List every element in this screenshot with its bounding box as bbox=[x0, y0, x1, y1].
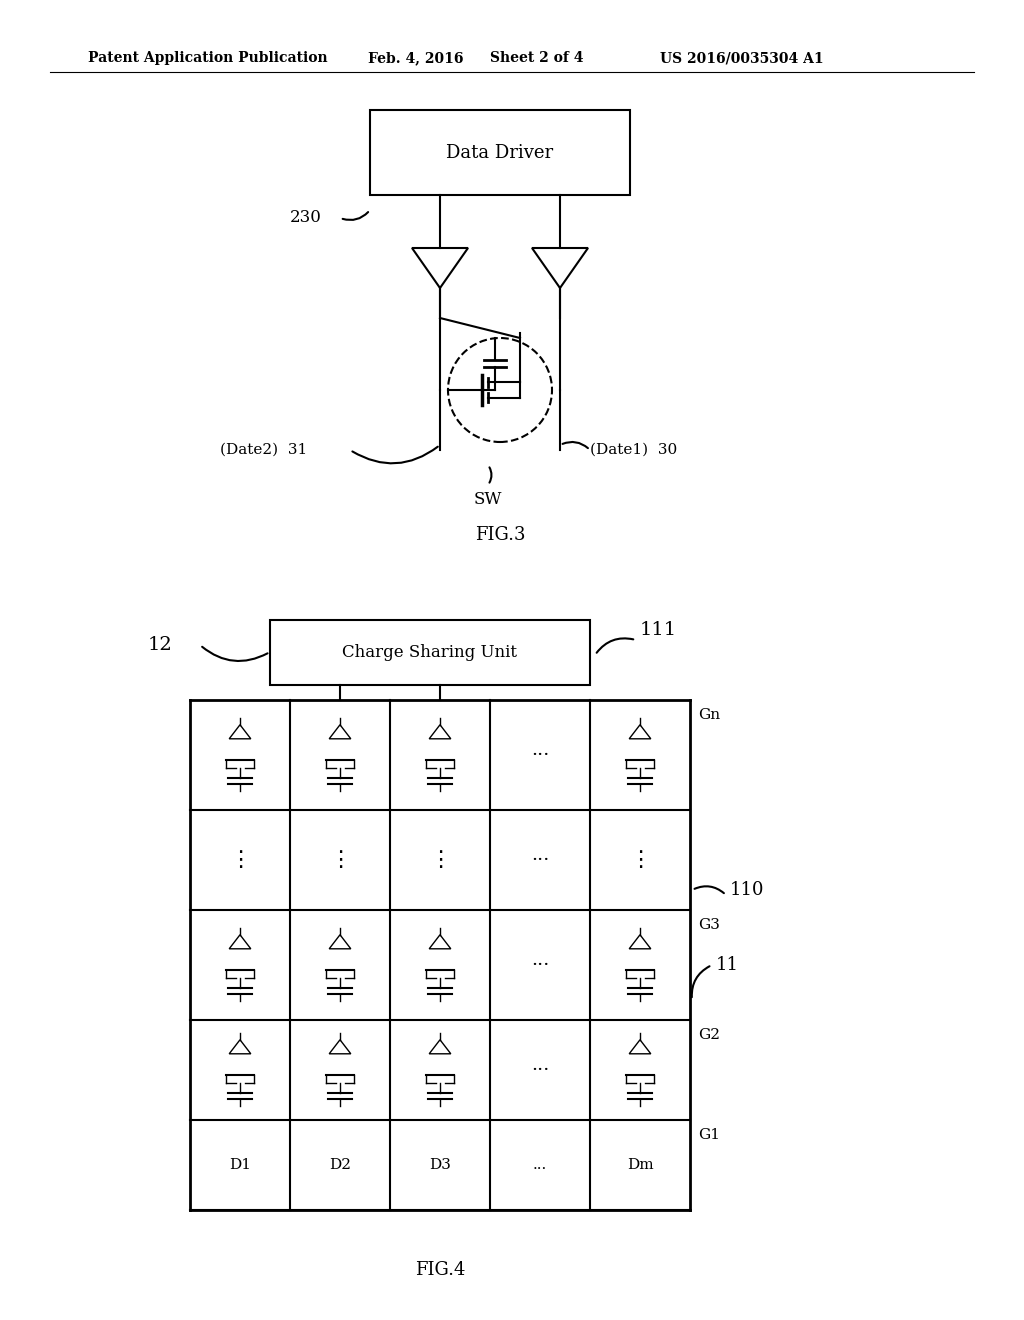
Polygon shape bbox=[412, 248, 468, 288]
Text: (Date1)  30: (Date1) 30 bbox=[590, 444, 677, 457]
Text: Dm: Dm bbox=[627, 1158, 653, 1172]
Text: 12: 12 bbox=[148, 636, 173, 653]
Polygon shape bbox=[429, 725, 451, 739]
Text: D3: D3 bbox=[429, 1158, 451, 1172]
Text: G1: G1 bbox=[698, 1129, 720, 1142]
Text: Data Driver: Data Driver bbox=[446, 144, 554, 161]
Polygon shape bbox=[629, 1040, 651, 1053]
Text: Gn: Gn bbox=[698, 708, 720, 722]
Polygon shape bbox=[229, 725, 251, 739]
Polygon shape bbox=[429, 1040, 451, 1053]
Polygon shape bbox=[329, 935, 351, 949]
Text: US 2016/0035304 A1: US 2016/0035304 A1 bbox=[660, 51, 823, 65]
Polygon shape bbox=[229, 1040, 251, 1053]
Text: 230: 230 bbox=[290, 210, 322, 227]
Polygon shape bbox=[629, 935, 651, 949]
Text: Patent Application Publication: Patent Application Publication bbox=[88, 51, 328, 65]
Text: FIG.3: FIG.3 bbox=[475, 525, 525, 544]
Text: G3: G3 bbox=[698, 917, 720, 932]
Polygon shape bbox=[629, 725, 651, 739]
Text: ⋮: ⋮ bbox=[329, 850, 351, 870]
Polygon shape bbox=[429, 935, 451, 949]
Text: ...: ... bbox=[532, 1158, 547, 1172]
Text: 111: 111 bbox=[640, 620, 677, 639]
Text: D2: D2 bbox=[329, 1158, 351, 1172]
Bar bbox=[370, 110, 630, 195]
Bar bbox=[270, 620, 590, 685]
Text: ⋮: ⋮ bbox=[229, 850, 251, 870]
Polygon shape bbox=[229, 935, 251, 949]
Text: SW: SW bbox=[474, 491, 502, 508]
Text: Feb. 4, 2016: Feb. 4, 2016 bbox=[368, 51, 464, 65]
Text: Sheet 2 of 4: Sheet 2 of 4 bbox=[490, 51, 584, 65]
Text: ···: ··· bbox=[530, 746, 549, 764]
Text: G2: G2 bbox=[698, 1028, 720, 1041]
Text: ···: ··· bbox=[530, 851, 549, 869]
Text: 11: 11 bbox=[716, 956, 739, 974]
Text: (Date2)  31: (Date2) 31 bbox=[220, 444, 307, 457]
Polygon shape bbox=[532, 248, 588, 288]
Text: ⋮: ⋮ bbox=[429, 850, 452, 870]
Text: Charge Sharing Unit: Charge Sharing Unit bbox=[342, 644, 517, 661]
Text: 110: 110 bbox=[730, 880, 765, 899]
Text: ···: ··· bbox=[530, 1061, 549, 1078]
Text: ⋮: ⋮ bbox=[629, 850, 651, 870]
Text: D1: D1 bbox=[229, 1158, 251, 1172]
Polygon shape bbox=[329, 1040, 351, 1053]
Text: FIG.4: FIG.4 bbox=[415, 1261, 465, 1279]
Text: ···: ··· bbox=[530, 956, 549, 974]
Polygon shape bbox=[329, 725, 351, 739]
